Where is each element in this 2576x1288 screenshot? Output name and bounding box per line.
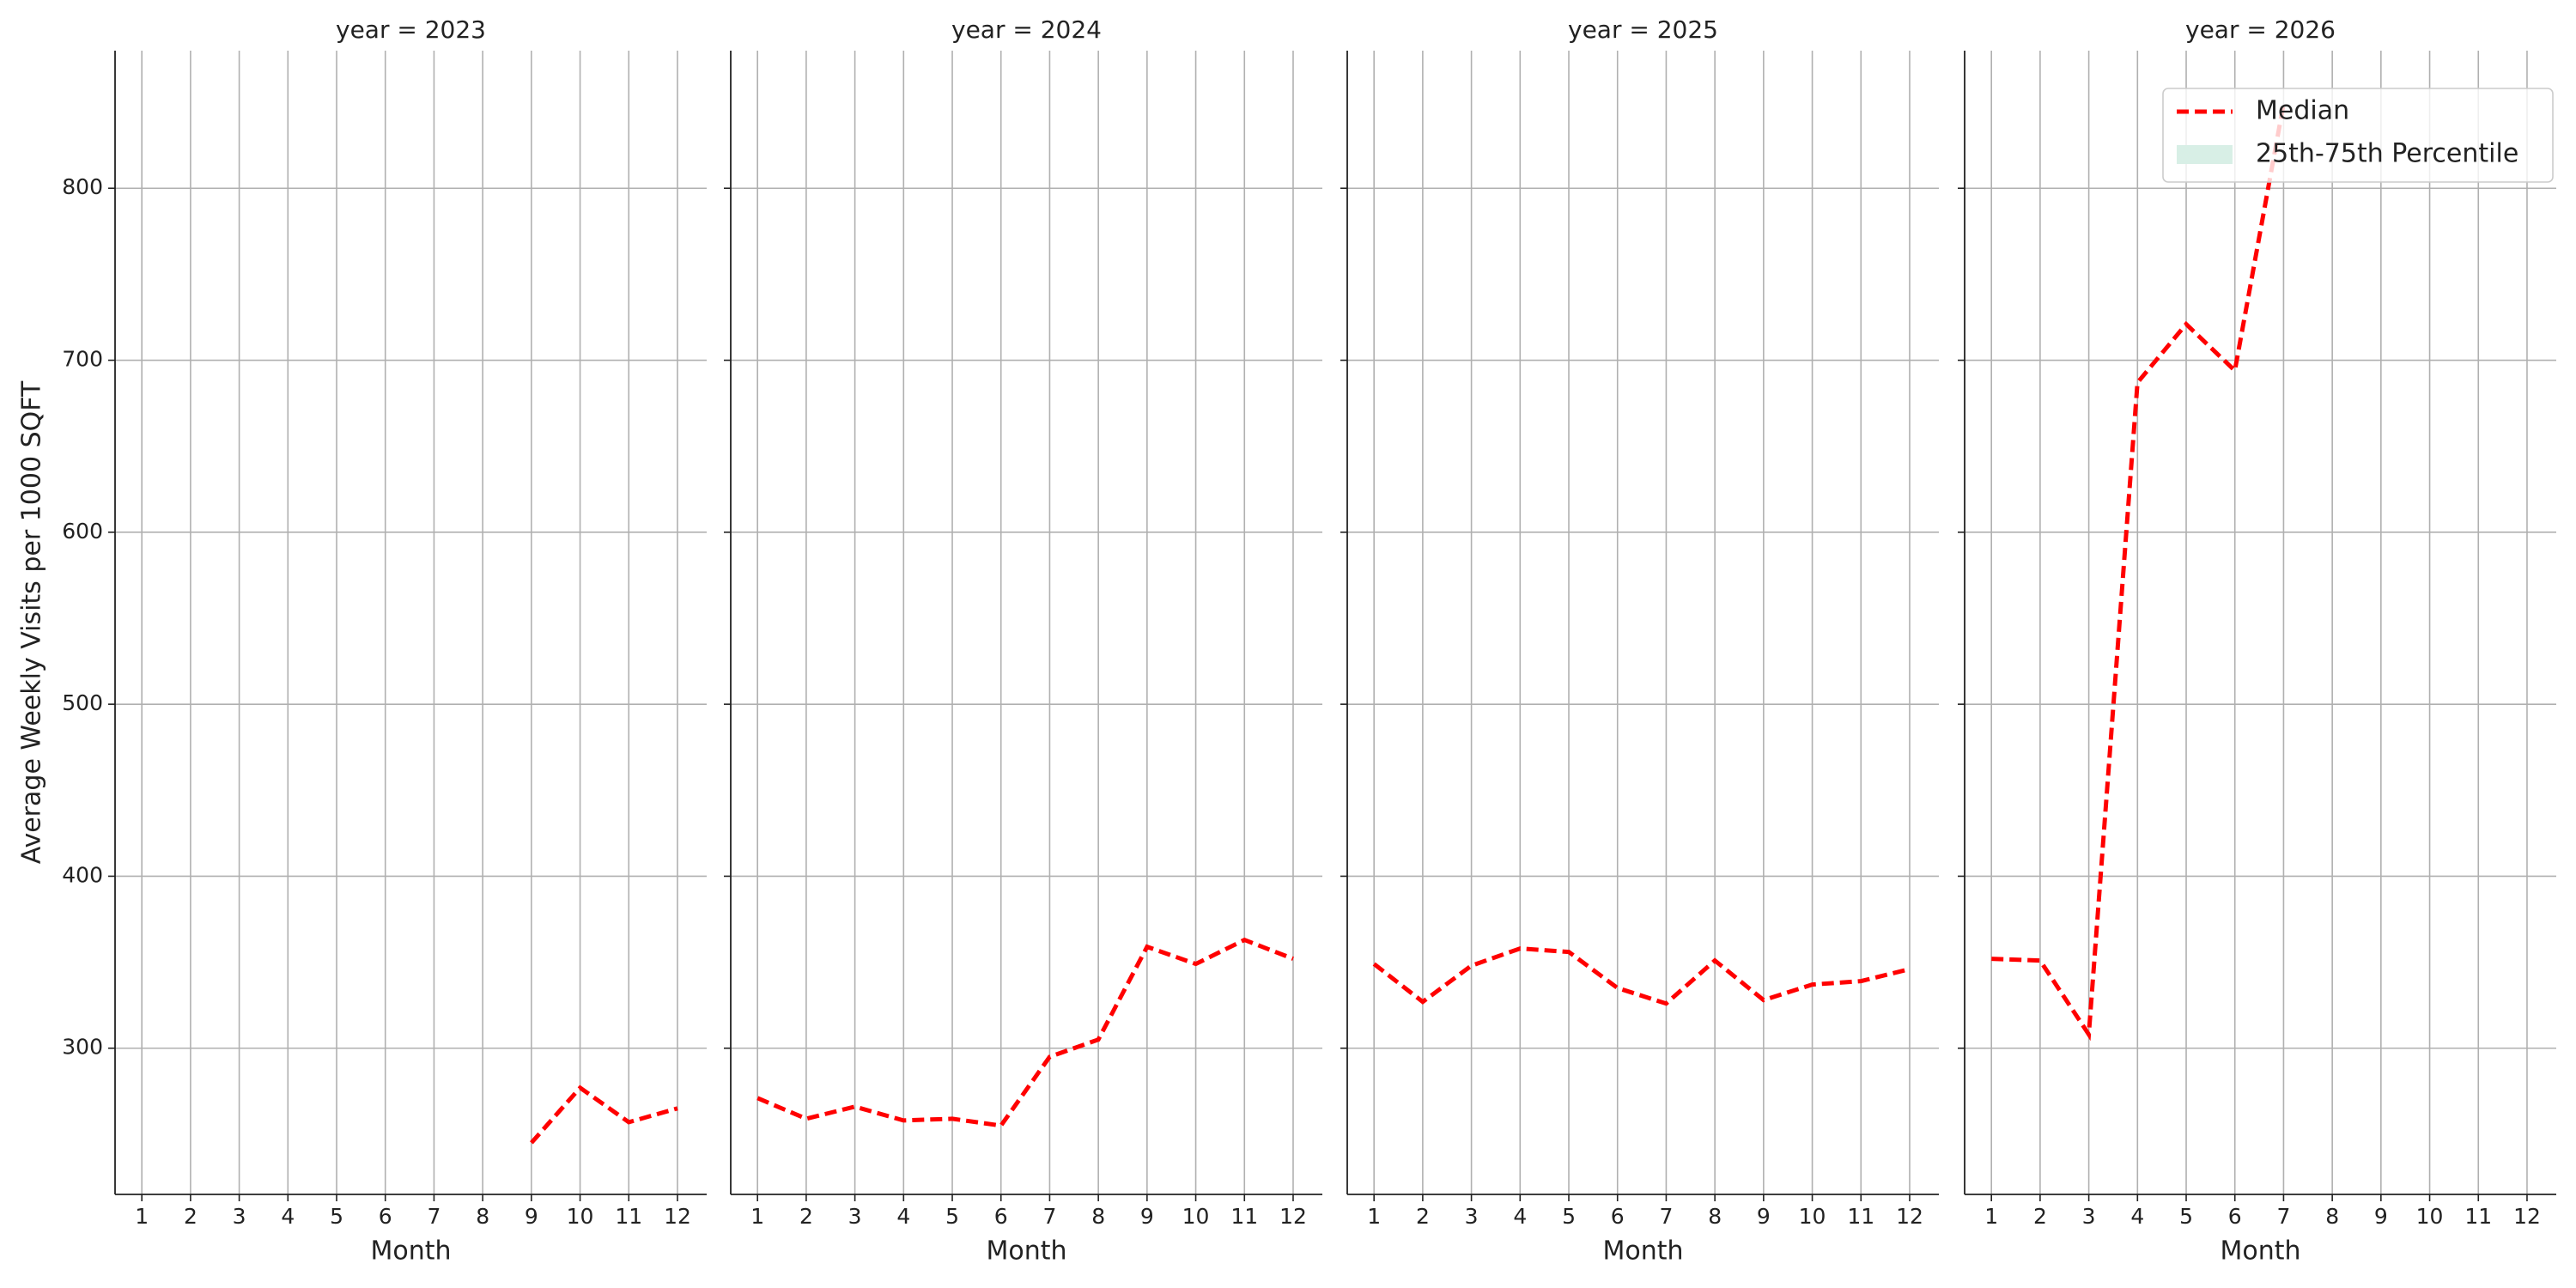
x-tick-label: 12 [1279, 1204, 1307, 1229]
x-tick-label: 7 [2276, 1204, 2290, 1229]
x-tick-label: 1 [1984, 1204, 1998, 1229]
panel-title: year = 2025 [1568, 15, 1718, 44]
legend: Median 25th-75th Percentile [2162, 88, 2554, 183]
median-line [1372, 946, 1911, 1006]
x-tick-label: 1 [750, 1204, 764, 1229]
x-tick-label: 5 [330, 1204, 343, 1229]
x-tick-label: 9 [2374, 1204, 2388, 1229]
y-tick-label: 400 [62, 862, 103, 887]
y-axis-label: Average Weekly Visits per 1000 SQFT [17, 380, 47, 864]
y-tick-label: 300 [62, 1035, 103, 1060]
x-tick-label: 6 [379, 1204, 392, 1229]
x-tick-label: 10 [1799, 1204, 1826, 1229]
legend-label: 25th-75th Percentile [2256, 139, 2518, 169]
x-axis-label: Month [1602, 1236, 1683, 1267]
x-tick-label: 7 [1042, 1204, 1056, 1229]
y-tick-label: 800 [62, 174, 103, 199]
x-tick-label: 2 [184, 1204, 197, 1229]
x-tick-label: 1 [135, 1204, 149, 1229]
y-tick-label: 600 [62, 519, 103, 544]
x-tick-label: 9 [525, 1204, 538, 1229]
x-tick-label: 6 [2228, 1204, 2242, 1229]
x-axis-label: Month [370, 1236, 451, 1267]
x-tick-label: 3 [2082, 1204, 2096, 1229]
x-tick-label: 6 [1611, 1204, 1625, 1229]
x-axis-label: Month [2220, 1236, 2300, 1267]
x-tick-label: 6 [994, 1204, 1008, 1229]
x-tick-label: 12 [1896, 1204, 1923, 1229]
y-tick-label: 500 [62, 690, 103, 715]
x-tick-label: 3 [848, 1204, 862, 1229]
x-tick-label: 10 [1182, 1204, 1210, 1229]
x-tick-label: 10 [2416, 1204, 2444, 1229]
x-tick-label: 4 [2130, 1204, 2144, 1229]
x-tick-label: 1 [1367, 1204, 1381, 1229]
x-tick-label: 11 [1230, 1204, 1258, 1229]
panel-title: year = 2026 [2185, 15, 2336, 44]
x-tick-label: 5 [2179, 1204, 2193, 1229]
x-tick-label: 11 [1847, 1204, 1874, 1229]
x-tick-label: 3 [233, 1204, 246, 1229]
legend-patch [2177, 145, 2233, 164]
x-tick-label: 8 [1091, 1204, 1105, 1229]
median-line [756, 937, 1294, 1128]
x-tick-label: 8 [2325, 1204, 2339, 1229]
panel-title: year = 2023 [336, 15, 486, 44]
x-tick-label: 4 [281, 1204, 295, 1229]
x-tick-label: 3 [1465, 1204, 1479, 1229]
x-tick-label: 2 [2033, 1204, 2047, 1229]
x-tick-label: 4 [1513, 1204, 1527, 1229]
x-axis-label: Month [986, 1236, 1066, 1267]
x-tick-label: 12 [664, 1204, 691, 1229]
x-tick-label: 12 [2513, 1204, 2541, 1229]
legend-label: Median [2256, 96, 2349, 126]
panel-title: year = 2024 [951, 15, 1102, 44]
x-tick-label: 9 [1140, 1204, 1154, 1229]
x-tick-label: 8 [476, 1204, 489, 1229]
x-tick-label: 8 [1708, 1204, 1722, 1229]
y-tick-label: 700 [62, 347, 103, 372]
x-tick-label: 7 [1659, 1204, 1673, 1229]
x-tick-label: 9 [1757, 1204, 1771, 1229]
x-tick-label: 11 [615, 1204, 642, 1229]
x-tick-label: 7 [427, 1204, 440, 1229]
x-tick-label: 2 [1416, 1204, 1430, 1229]
median-line [530, 1084, 678, 1145]
x-tick-label: 11 [2464, 1204, 2492, 1229]
legend-box [2162, 88, 2554, 183]
x-tick-label: 5 [1562, 1204, 1576, 1229]
x-tick-label: 2 [799, 1204, 813, 1229]
x-tick-label: 10 [567, 1204, 594, 1229]
x-tick-label: 4 [896, 1204, 910, 1229]
x-tick-label: 5 [945, 1204, 959, 1229]
